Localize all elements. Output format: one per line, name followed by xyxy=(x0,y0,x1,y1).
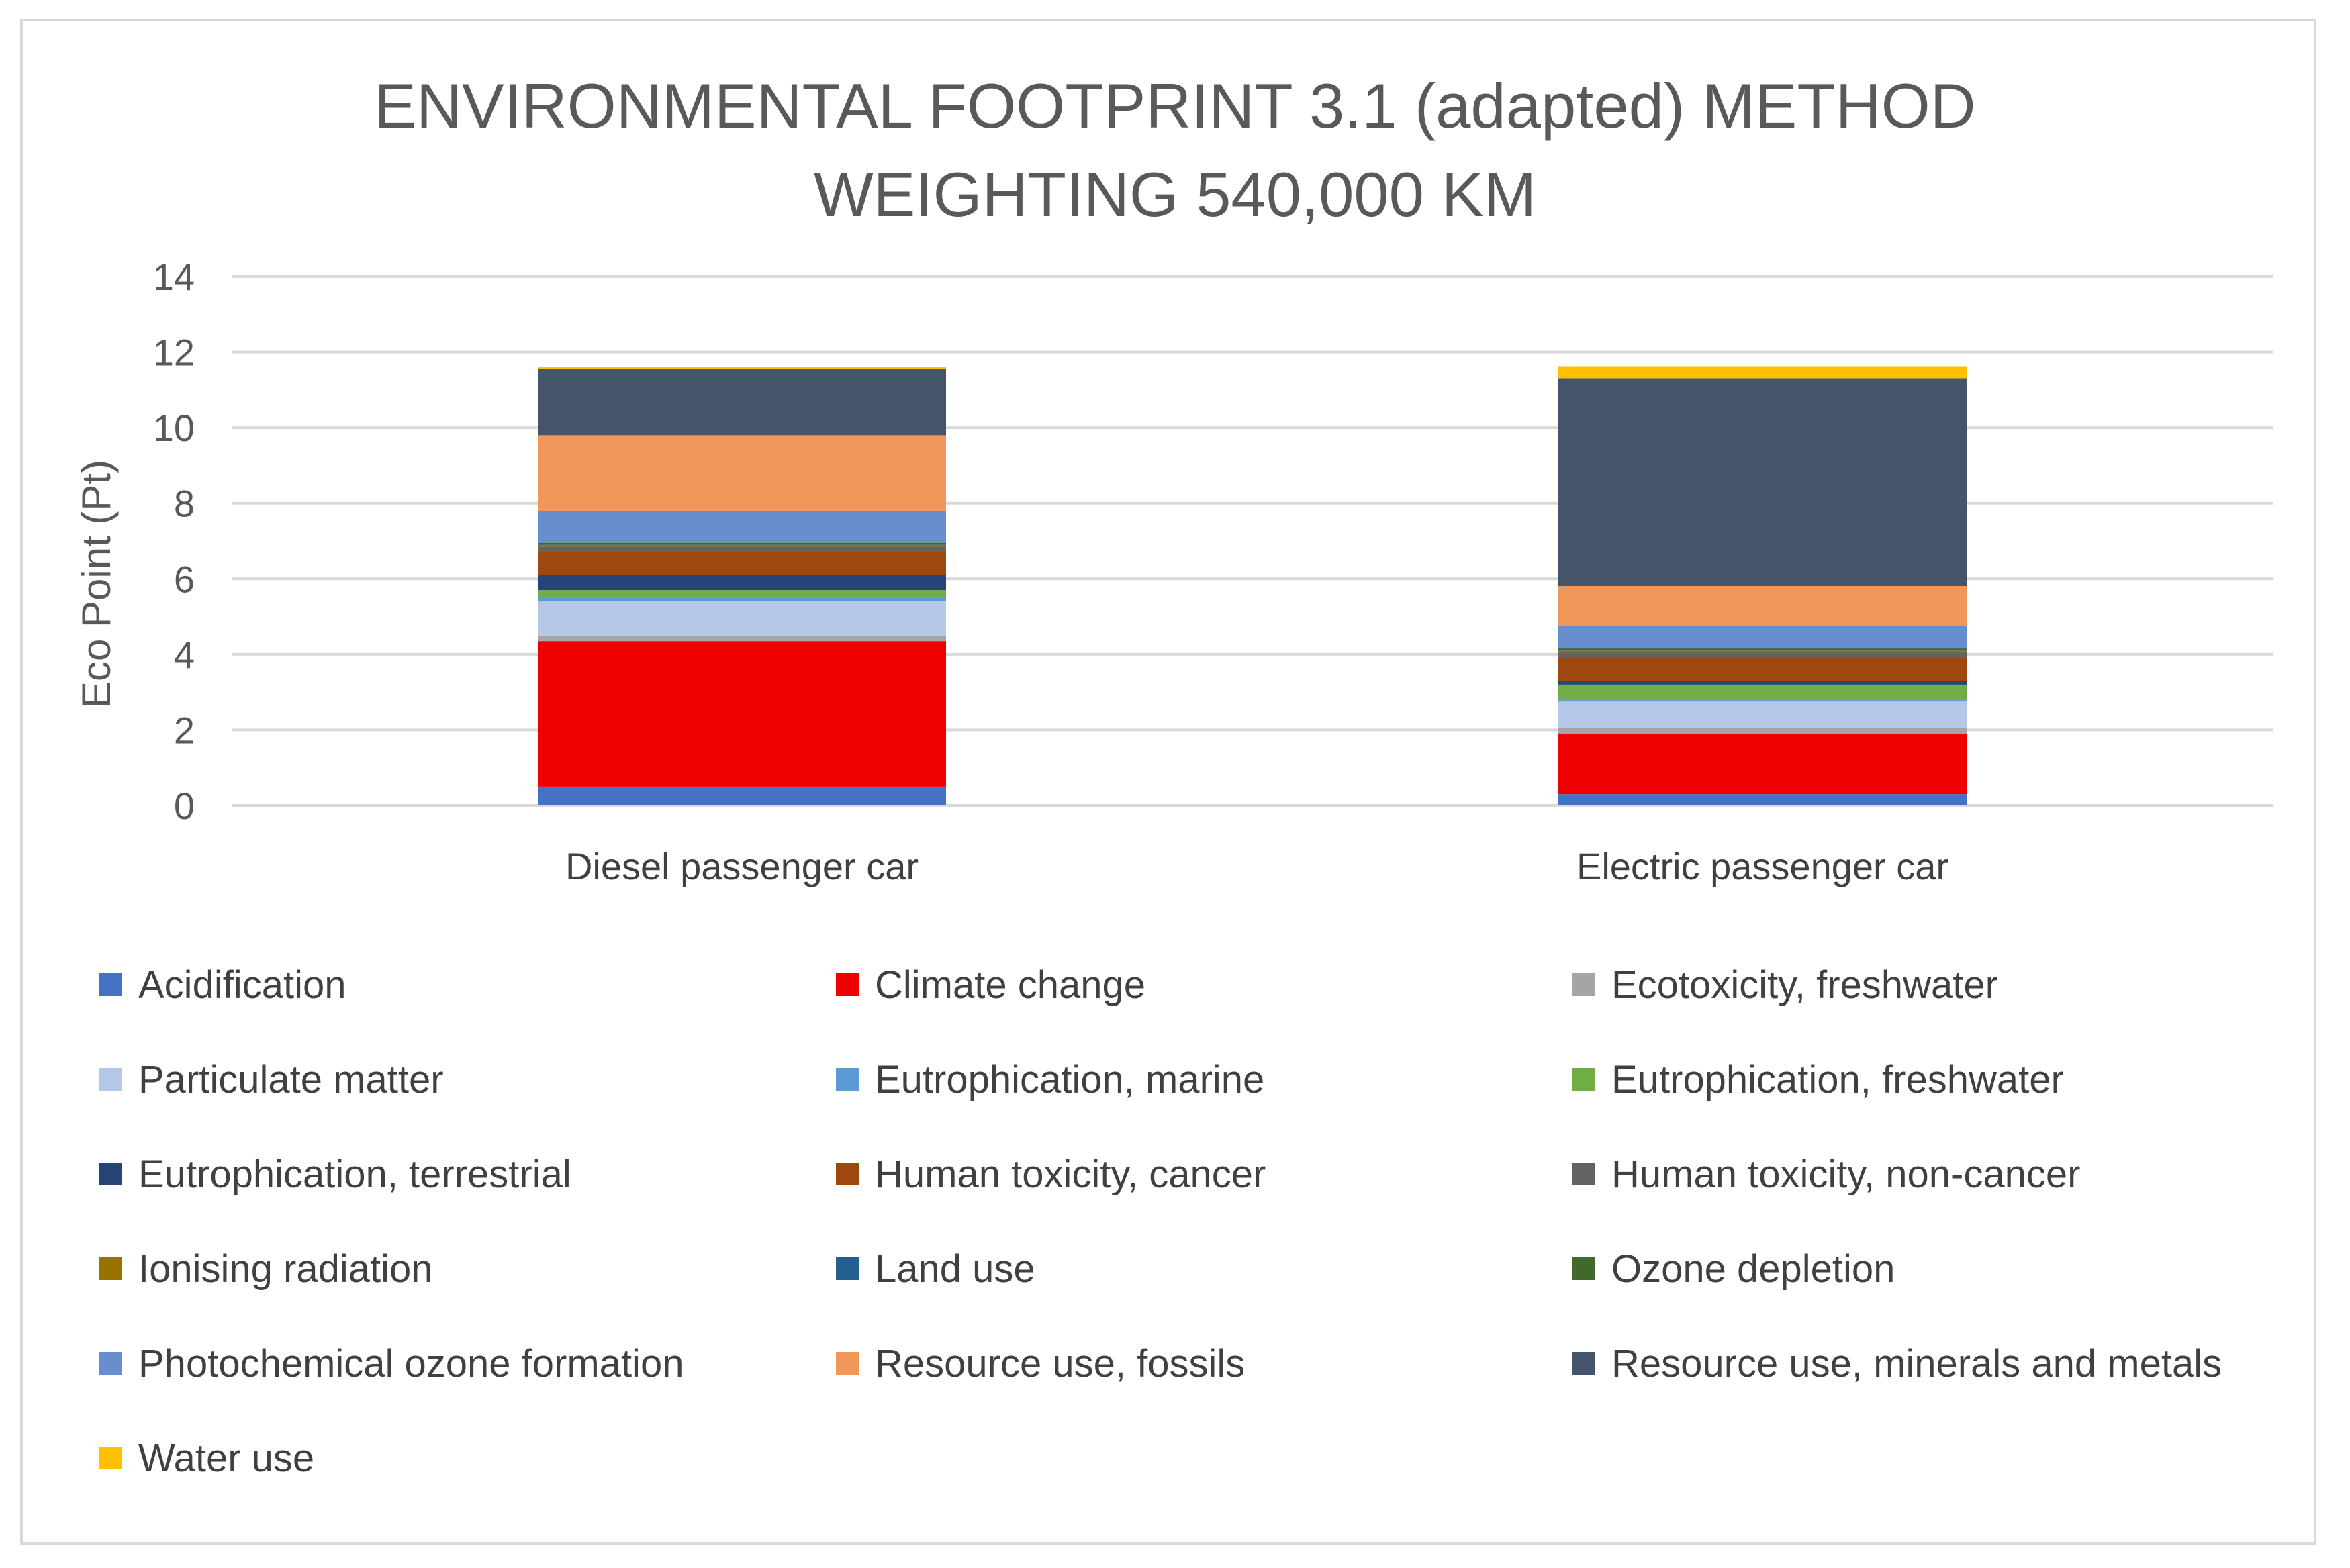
legend-swatch-resource-use-minerals-and-metals xyxy=(1572,1352,1595,1375)
bar-segment-diesel-passenger-car-land-use xyxy=(538,542,946,545)
legend-swatch-photochemical-ozone-formation xyxy=(99,1352,122,1375)
bar-segment-electric-passenger-car-climate-change xyxy=(1558,734,1967,795)
bar-segment-electric-passenger-car-eutrophication-marine xyxy=(1558,699,1967,702)
bar-segment-diesel-passenger-car-water-use xyxy=(538,367,946,369)
bar-segment-diesel-passenger-car-eutrophication-marine xyxy=(538,597,946,602)
bar-segment-electric-passenger-car-acidification xyxy=(1558,794,1967,805)
legend-label-eutrophication-marine: Eutrophication, marine xyxy=(875,1058,1264,1101)
category-label-electric-passenger-car: Electric passenger car xyxy=(1577,845,1948,887)
bar-segment-diesel-passenger-car-resource-use-fossils xyxy=(538,435,946,511)
category-labels: Diesel passenger car Electric passenger c… xyxy=(565,845,1948,887)
bar-segment-diesel-passenger-car-acidification xyxy=(538,786,946,805)
bar-segment-electric-passenger-car-human-toxicity-cancer xyxy=(1558,658,1967,681)
legend-swatch-acidification xyxy=(99,973,122,996)
bar-segment-electric-passenger-car-human-toxicity-non-cancer xyxy=(1558,652,1967,658)
legend-label-acidification: Acidification xyxy=(138,963,346,1007)
legend-label-eutrophication-freshwater: Eutrophication, freshwater xyxy=(1611,1058,2064,1101)
y-tick-label-10: 10 xyxy=(153,407,195,449)
bar-segment-diesel-passenger-car-human-toxicity-cancer xyxy=(538,552,946,575)
chart-frame xyxy=(20,19,2316,1545)
bar-segment-electric-passenger-car-resource-use-minerals-and-metals xyxy=(1558,378,1967,586)
y-tick-label-12: 12 xyxy=(153,332,195,374)
legend-swatch-particulate-matter xyxy=(99,1068,122,1091)
y-tick-label-6: 6 xyxy=(174,558,195,600)
bar-segment-electric-passenger-car-photochemical-ozone-formation xyxy=(1558,626,1967,648)
legend-label-resource-use-fossils: Resource use, fossils xyxy=(875,1342,1245,1385)
chart-title-line-1: ENVIRONMENTAL FOOTPRINT 3.1 (adapted) ME… xyxy=(374,70,1975,141)
bar-segment-electric-passenger-car-eutrophication-freshwater xyxy=(1558,684,1967,700)
legend-label-ionising-radiation: Ionising radiation xyxy=(138,1247,433,1291)
legend-swatch-eutrophication-terrestrial xyxy=(99,1163,122,1185)
bar-segment-electric-passenger-car-ionising-radiation xyxy=(1558,650,1967,653)
legend-label-land-use: Land use xyxy=(875,1247,1035,1291)
legend-label-particulate-matter: Particulate matter xyxy=(138,1058,444,1101)
bar-segment-diesel-passenger-car-ionising-radiation xyxy=(538,544,946,547)
y-tick-label-2: 2 xyxy=(174,709,195,751)
bar-segment-diesel-passenger-car-human-toxicity-non-cancer xyxy=(538,546,946,552)
bar-segment-diesel-passenger-car-ozone-depletion xyxy=(538,542,946,543)
legend-label-ecotoxicity-freshwater: Ecotoxicity, freshwater xyxy=(1611,963,1998,1007)
legend-label-human-toxicity-cancer: Human toxicity, cancer xyxy=(875,1153,1266,1196)
legend-swatch-eutrophication-freshwater xyxy=(1572,1068,1595,1091)
legend-swatch-human-toxicity-cancer xyxy=(836,1163,859,1185)
chart-title-line-2: WEIGHTING 540,000 KM xyxy=(814,159,1536,230)
bar-segment-electric-passenger-car-particulate-matter xyxy=(1558,701,1967,728)
legend-label-eutrophication-terrestrial: Eutrophication, terrestrial xyxy=(138,1153,571,1196)
y-tick-label-8: 8 xyxy=(174,483,195,525)
y-tick-label-4: 4 xyxy=(174,634,195,676)
legend-label-human-toxicity-non-cancer: Human toxicity, non-cancer xyxy=(1611,1153,2080,1196)
y-axis-ticks: 0 2 4 6 8 10 12 14 xyxy=(153,256,195,827)
bar-segment-electric-passenger-car-land-use xyxy=(1558,648,1967,651)
legend-swatch-human-toxicity-non-cancer xyxy=(1572,1163,1595,1185)
bar-segment-diesel-passenger-car-eutrophication-terrestrial xyxy=(538,575,946,591)
legend-swatch-eutrophication-marine xyxy=(836,1068,859,1091)
y-tick-label-0: 0 xyxy=(174,785,195,827)
legend-swatch-climate-change xyxy=(836,973,859,996)
bar-segment-diesel-passenger-car-eutrophication-freshwater xyxy=(538,590,946,598)
bar-stacks xyxy=(538,366,1967,805)
category-label-diesel-passenger-car: Diesel passenger car xyxy=(565,845,919,887)
bar-segment-diesel-passenger-car-climate-change xyxy=(538,641,946,787)
bar-segment-electric-passenger-car-ozone-depletion xyxy=(1558,648,1967,649)
legend-label-photochemical-ozone-formation: Photochemical ozone formation xyxy=(138,1342,684,1385)
y-tick-label-14: 14 xyxy=(153,256,195,298)
bar-segment-electric-passenger-car-ecotoxicity-freshwater xyxy=(1558,728,1967,734)
legend-label-ozone-depletion: Ozone depletion xyxy=(1611,1247,1895,1291)
bar-segment-electric-passenger-car-water-use xyxy=(1558,366,1967,379)
legend-swatch-ecotoxicity-freshwater xyxy=(1572,973,1595,996)
bar-segment-diesel-passenger-car-ecotoxicity-freshwater xyxy=(538,635,946,642)
legend-label-water-use: Water use xyxy=(138,1436,314,1480)
legend: Acidification Climate change Ecotoxicity, … xyxy=(99,963,2222,1480)
bar-segment-electric-passenger-car-resource-use-fossils xyxy=(1558,585,1967,626)
legend-label-resource-use-minerals-and-metals: Resource use, minerals and metals xyxy=(1611,1342,2222,1385)
legend-swatch-ozone-depletion xyxy=(1572,1257,1595,1280)
legend-swatch-resource-use-fossils xyxy=(836,1352,859,1375)
bar-segment-diesel-passenger-car-resource-use-minerals-and-metals xyxy=(538,369,946,436)
bar-segment-electric-passenger-car-eutrophication-terrestrial xyxy=(1558,681,1967,685)
legend-swatch-water-use xyxy=(99,1447,122,1469)
bar-segment-diesel-passenger-car-particulate-matter xyxy=(538,601,946,636)
bar-segment-diesel-passenger-car-photochemical-ozone-formation xyxy=(538,510,946,543)
legend-swatch-land-use xyxy=(836,1257,859,1280)
y-axis-label: Eco Point (Pt) xyxy=(74,460,119,708)
legend-label-climate-change: Climate change xyxy=(875,963,1145,1007)
legend-swatch-ionising-radiation xyxy=(99,1257,122,1280)
